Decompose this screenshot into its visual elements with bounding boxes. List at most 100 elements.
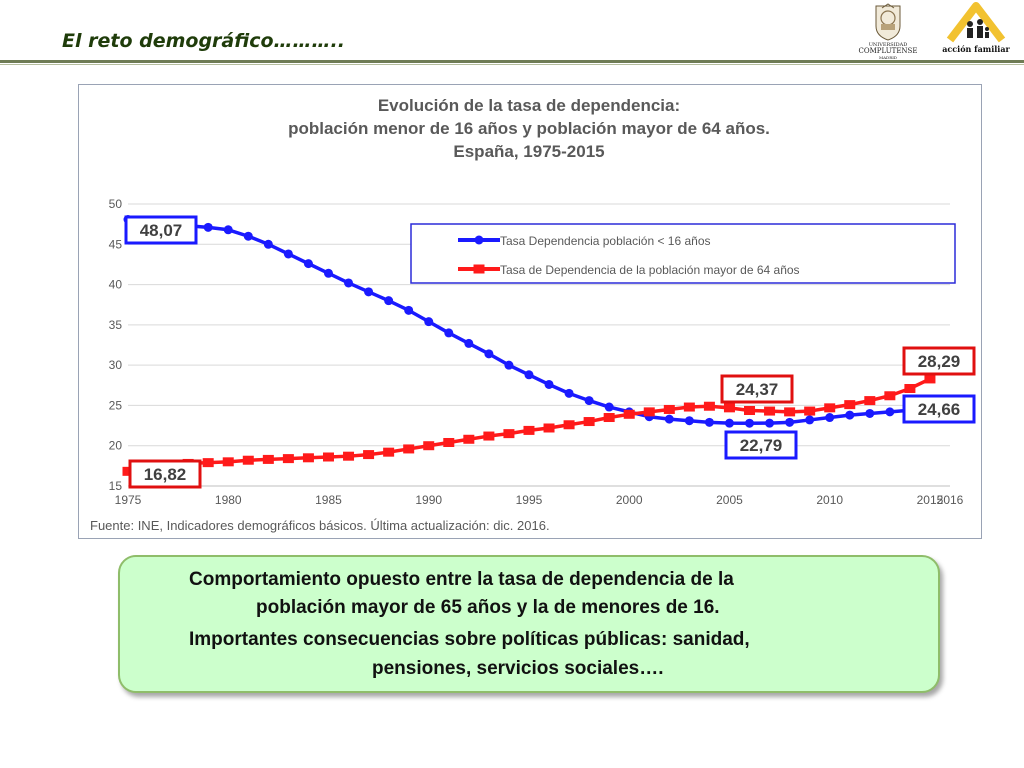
chart-source: Fuente: INE, Indicadores demográficos bá… — [90, 518, 550, 533]
data-point — [463, 434, 475, 444]
family-house-icon — [946, 2, 1006, 43]
data-point — [282, 454, 294, 464]
data-point — [904, 384, 916, 394]
x-tick-label: 1985 — [315, 493, 342, 507]
data-point — [784, 407, 796, 417]
data-point — [383, 447, 395, 457]
slide-title: El reto demográfico……….. — [62, 30, 345, 52]
x-tick-label: 2000 — [616, 493, 643, 507]
legend-label-under16: Tasa Dependencia población < 16 años — [500, 234, 711, 248]
data-point — [443, 437, 455, 447]
data-point — [604, 402, 614, 412]
data-point — [584, 396, 594, 406]
data-point — [302, 453, 314, 463]
data-point — [323, 268, 333, 278]
data-point — [623, 409, 635, 419]
chart-legend: Tasa Dependencia población < 16 años Tas… — [410, 223, 956, 284]
data-point — [885, 407, 895, 417]
y-tick-label: 25 — [109, 398, 123, 412]
chart-title: Evolución de la tasa de dependencia: pob… — [288, 96, 770, 161]
x-tick-label: 2016 — [937, 493, 964, 507]
data-point — [745, 418, 755, 428]
dependency-ratio-chart: Evolución de la tasa de dependencia: pob… — [90, 96, 976, 533]
data-point — [643, 407, 655, 417]
callout-label: 22,79 — [740, 436, 783, 455]
ucm-line2: COMPLUTENSE — [859, 47, 918, 55]
ucm-crest-icon — [875, 3, 901, 41]
ucm-logo: UNIVERSIDAD COMPLUTENSE MADRID — [859, 3, 918, 60]
data-point — [865, 408, 875, 418]
callout-label: 28,29 — [918, 352, 961, 371]
data-point — [223, 225, 233, 235]
chart-title-line-1: Evolución de la tasa de dependencia: — [378, 96, 680, 115]
ucm-line3: MADRID — [879, 55, 897, 60]
data-point — [404, 305, 414, 315]
data-point — [504, 360, 514, 370]
data-point — [424, 317, 434, 327]
data-point — [524, 370, 534, 380]
y-tick-label: 45 — [109, 237, 123, 251]
data-point — [384, 296, 394, 306]
x-tick-label: 1975 — [115, 493, 142, 507]
x-tick-label: 2010 — [816, 493, 843, 507]
data-point — [805, 415, 815, 425]
callout-label: 24,37 — [736, 380, 779, 399]
legend-label-over64: Tasa de Dependencia de la población mayo… — [500, 263, 800, 277]
data-point — [322, 452, 334, 462]
data-point — [724, 418, 734, 428]
data-point — [403, 444, 415, 454]
data-point — [543, 423, 555, 433]
data-point — [303, 259, 313, 269]
callout-box — [720, 374, 794, 404]
data-point — [884, 391, 896, 401]
data-point — [845, 410, 855, 420]
data-point — [344, 278, 354, 288]
title-divider — [0, 60, 1024, 63]
data-point — [242, 455, 254, 465]
data-point — [764, 406, 776, 416]
data-point — [444, 328, 454, 338]
x-tick-label: 1980 — [215, 493, 242, 507]
data-point — [283, 249, 293, 259]
data-point — [785, 417, 795, 427]
data-point — [603, 413, 615, 423]
data-point — [723, 403, 735, 413]
data-point — [703, 401, 715, 411]
callout-label: 24,66 — [918, 400, 961, 419]
chart-title-line-3: España, 1975-2015 — [453, 142, 604, 161]
data-point — [664, 414, 674, 424]
chart-callouts: 48,07 16,82 24,37 22,79 28,29 24,66 — [124, 215, 976, 489]
conclusion-box: Comportamiento opuesto entre la tasa de … — [118, 555, 940, 693]
accion-familiar-text: acción familiar — [942, 44, 1010, 54]
accion-familiar-logo: acción familiar — [942, 2, 1011, 54]
data-point — [564, 388, 574, 398]
data-point — [804, 406, 816, 416]
data-point — [364, 287, 374, 297]
data-point — [203, 222, 213, 232]
title-divider-thin — [0, 64, 1024, 65]
data-point — [484, 349, 494, 359]
y-tick-label: 20 — [109, 439, 123, 453]
data-point — [663, 404, 675, 414]
data-point — [825, 413, 835, 423]
data-point — [765, 418, 775, 428]
ucm-line1: UNIVERSIDAD — [869, 42, 908, 48]
data-point — [202, 458, 214, 468]
callout-box — [124, 215, 198, 245]
conclusion-line-2: población mayor de 65 años y la de menor… — [256, 597, 720, 618]
x-tick-label: 1990 — [415, 493, 442, 507]
data-point — [583, 417, 595, 427]
data-point — [122, 466, 134, 476]
callout-label: 48,07 — [140, 221, 183, 240]
data-point — [464, 338, 474, 348]
data-point — [483, 431, 495, 441]
data-point — [824, 403, 836, 413]
data-point — [563, 420, 575, 430]
legend-marker-over64 — [473, 264, 485, 274]
data-point — [683, 402, 695, 412]
y-tick-label: 15 — [109, 479, 123, 493]
legend-box — [410, 223, 956, 284]
data-point — [263, 239, 273, 249]
data-point — [262, 454, 274, 464]
data-point — [684, 416, 694, 426]
